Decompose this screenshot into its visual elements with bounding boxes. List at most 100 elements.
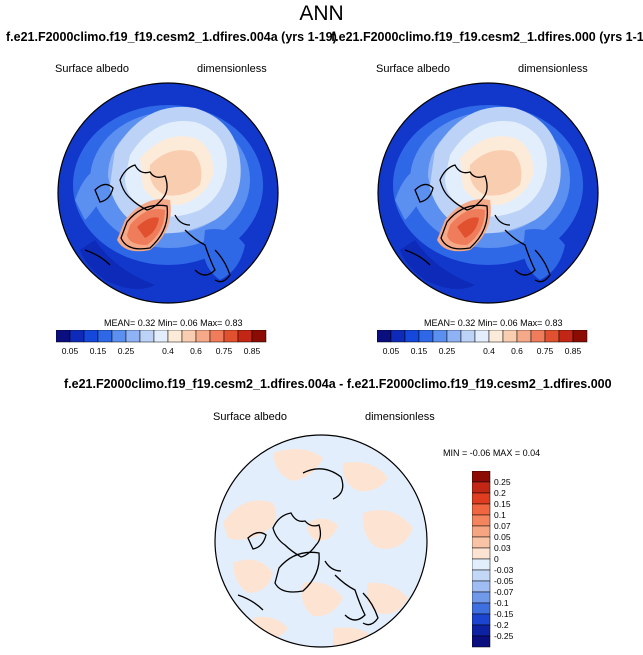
left-colorbar-swatch: [111, 330, 127, 343]
diff-colorbar-tick-label: -0.25: [494, 631, 514, 641]
right-colorbar-swatch: [530, 330, 546, 343]
right-panel-title: f.e21.F2000climo.f19_f19.cesm2_1.dfires.…: [331, 30, 643, 44]
left-colorbar-swatch: [125, 330, 141, 343]
diff-albedo-map: [214, 434, 428, 648]
right-colorbar-swatch: [502, 330, 518, 343]
left-colorbar-swatch: [139, 330, 155, 343]
right-colorbar-tick-label: 0.05: [383, 346, 400, 356]
right-colorbar-swatch: [544, 330, 560, 343]
diff-colorbar-tick-label: 0.07: [494, 521, 511, 531]
left-colorbar-tick-label: 0.85: [244, 346, 261, 356]
left-variable-label: Surface albedo: [55, 63, 129, 75]
right-colorbar-swatch: [390, 330, 406, 343]
diff-panel-title: f.e21.F2000climo.f19_f19.cesm2_1.dfires.…: [64, 377, 612, 391]
left-mean-value: 0.32: [137, 318, 156, 328]
diff-colorbar-tick-label: -0.1: [494, 598, 509, 608]
diff-colorbar-tick-label: -0.07: [494, 587, 514, 597]
diff-colorbar-swatch: [472, 558, 491, 571]
diff-max-value: 0.04: [522, 448, 541, 458]
diff-min-label: MIN =: [443, 448, 468, 458]
diff-colorbar-tick-label: 0: [494, 554, 499, 564]
diff-colorbar-swatch: [472, 547, 491, 560]
diff-colorbar-tick-label: 0.05: [494, 532, 511, 542]
diff-colorbar-swatch: [472, 514, 491, 527]
right-units-label: dimensionless: [518, 63, 588, 75]
left-max-label: Max=: [200, 318, 223, 328]
right-min-value: 0.06: [500, 318, 518, 328]
right-mean-label: MEAN=: [424, 318, 456, 328]
left-colorbar-swatch: [69, 330, 85, 343]
right-colorbar-swatch: [572, 330, 588, 343]
left-colorbar-swatch: [237, 330, 253, 343]
right-max-value: 0.83: [544, 318, 563, 328]
right-variable-label: Surface albedo: [376, 63, 450, 75]
left-colorbar-swatch: [56, 330, 71, 343]
right-min-label: Min=: [477, 318, 498, 328]
left-colorbar-tick-label: 0.05: [62, 346, 79, 356]
left-mean-label: MEAN=: [104, 318, 136, 328]
right-colorbar-swatch: [460, 330, 476, 343]
diff-colorbar-swatch: [472, 635, 491, 648]
diff-colorbar-tick-label: 0.1: [494, 510, 506, 520]
right-colorbar-swatch: [446, 330, 462, 343]
left-colorbar-swatch: [83, 330, 99, 343]
right-colorbar-swatch: [488, 330, 504, 343]
right-colorbar-tick-label: 0.25: [439, 346, 456, 356]
diff-colorbar-tick-label: 0.25: [494, 477, 511, 487]
diff-colorbar-tick-label: -0.15: [494, 609, 514, 619]
left-colorbar-swatch: [167, 330, 183, 343]
diff-colorbar-swatch: [472, 525, 491, 538]
diff-variable-label: Surface albedo: [213, 411, 287, 423]
right-colorbar-tick-label: 0.75: [537, 346, 554, 356]
page-title: ANN: [299, 2, 344, 25]
left-colorbar-swatch: [251, 330, 267, 343]
diff-colorbar: 0.250.20.150.10.070.050.030-0.03-0.05-0.…: [472, 471, 514, 648]
left-colorbar-swatch: [223, 330, 239, 343]
right-colorbar-swatch: [404, 330, 420, 343]
diff-colorbar-tick-label: -0.05: [494, 576, 514, 586]
diff-min-value: -0.06: [469, 448, 491, 458]
left-max-value: 0.83: [224, 318, 243, 328]
diff-colorbar-swatch: [472, 569, 491, 582]
left-colorbar-swatch: [209, 330, 225, 343]
diff-colorbar-swatch: [472, 492, 491, 505]
left-colorbar: 0.050.150.250.40.60.750.850.95: [56, 330, 267, 356]
right-colorbar-tick-label: 0.85: [565, 346, 582, 356]
left-colorbar-tick-label: 0.25: [118, 346, 135, 356]
right-mean-value: 0.32: [457, 318, 476, 328]
left-colorbar-tick-label: 0.75: [216, 346, 233, 356]
left-units-label: dimensionless: [197, 63, 267, 75]
diff-colorbar-swatch: [472, 591, 491, 604]
diff-colorbar-tick-label: -0.03: [494, 565, 514, 575]
right-albedo-map: [377, 82, 599, 304]
right-colorbar-tick-label: 0.4: [483, 346, 495, 356]
right-colorbar-swatch: [558, 330, 574, 343]
diff-max-label: MAX =: [492, 448, 521, 458]
diff-colorbar-tick-label: 0.15: [494, 499, 511, 509]
diff-colorbar-swatch: [472, 481, 491, 494]
diff-colorbar-tick-label: 0.03: [494, 543, 511, 553]
diff-colorbar-swatch: [472, 536, 491, 549]
right-max-label: Max=: [520, 318, 543, 328]
left-colorbar-swatch: [97, 330, 113, 343]
left-colorbar-swatch: [181, 330, 197, 343]
right-colorbar: 0.050.150.250.40.60.750.850.95: [377, 330, 588, 356]
left-min-value: 0.06: [180, 318, 198, 328]
left-colorbar-tick-label: 0.6: [190, 346, 202, 356]
right-colorbar-swatch: [418, 330, 434, 343]
right-colorbar-swatch: [516, 330, 532, 343]
left-colorbar-swatch: [195, 330, 211, 343]
diff-colorbar-swatch: [472, 602, 491, 615]
left-min-label: Min=: [157, 318, 178, 328]
left-colorbar-tick-label: 0.4: [162, 346, 174, 356]
diff-colorbar-swatch: [472, 613, 491, 626]
diff-colorbar-tick-label: -0.2: [494, 620, 509, 630]
diff-colorbar-swatch: [472, 580, 491, 593]
left-albedo-map: [57, 82, 279, 304]
diff-colorbar-swatch: [472, 471, 491, 483]
right-colorbar-swatch: [474, 330, 490, 343]
left-panel-title: f.e21.F2000climo.f19_f19.cesm2_1.dfires.…: [6, 30, 337, 44]
left-colorbar-tick-label: 0.15: [90, 346, 107, 356]
left-colorbar-swatch: [153, 330, 169, 343]
right-colorbar-swatch: [432, 330, 448, 343]
